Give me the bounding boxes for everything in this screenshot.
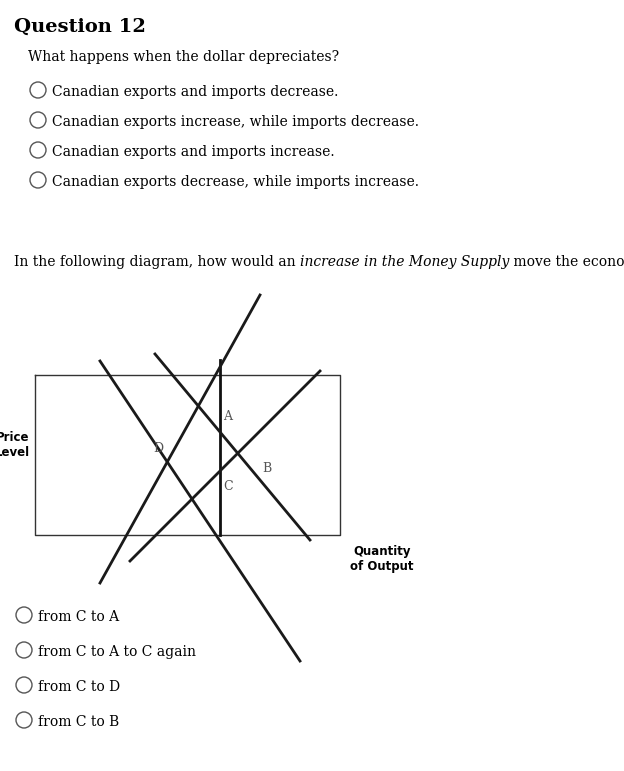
Text: Price
Level: Price Level <box>0 431 30 459</box>
Text: from C to D: from C to D <box>38 680 120 694</box>
Text: Question 12: Question 12 <box>14 18 146 36</box>
Text: In the following diagram, how would an: In the following diagram, how would an <box>14 255 300 269</box>
Text: A: A <box>223 410 232 423</box>
Text: Quantity
of Output: Quantity of Output <box>350 545 414 573</box>
Text: Canadian exports increase, while imports decrease.: Canadian exports increase, while imports… <box>52 115 419 129</box>
Text: D: D <box>153 442 163 454</box>
Text: Canadian exports decrease, while imports increase.: Canadian exports decrease, while imports… <box>52 175 419 189</box>
Text: B: B <box>262 462 271 474</box>
Text: What happens when the dollar depreciates?: What happens when the dollar depreciates… <box>28 50 339 64</box>
Text: from C to A to C again: from C to A to C again <box>38 645 196 659</box>
Text: Canadian exports and imports increase.: Canadian exports and imports increase. <box>52 145 334 159</box>
Text: from C to B: from C to B <box>38 715 119 729</box>
Text: increase in the Money Supply: increase in the Money Supply <box>300 255 509 269</box>
Text: Canadian exports and imports decrease.: Canadian exports and imports decrease. <box>52 85 338 99</box>
Text: C: C <box>223 480 233 493</box>
Text: move the economy in the long run?: move the economy in the long run? <box>509 255 624 269</box>
Text: from C to A: from C to A <box>38 610 119 624</box>
